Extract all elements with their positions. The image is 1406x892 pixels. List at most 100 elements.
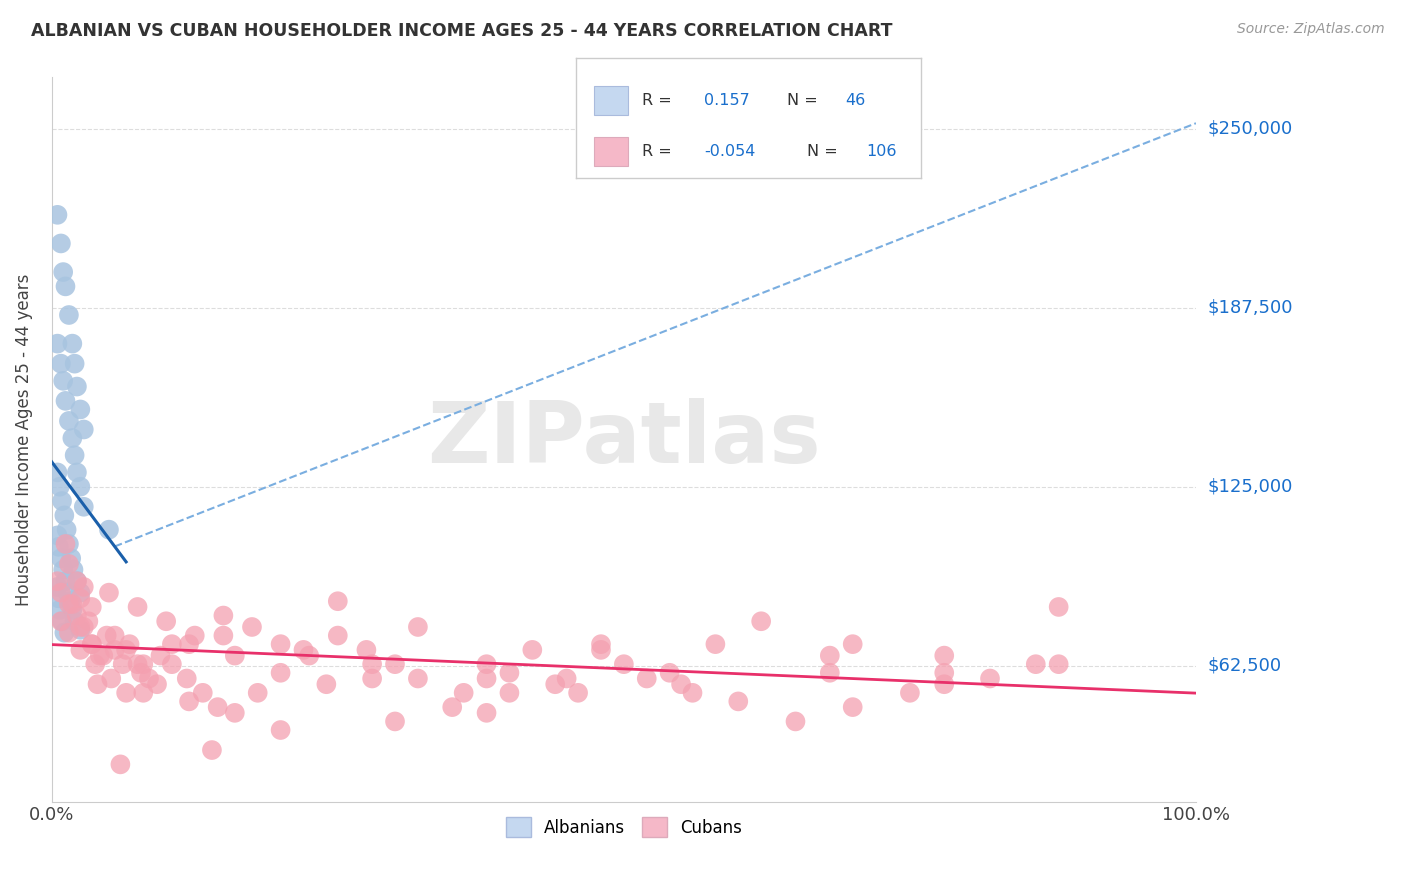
Point — [298, 648, 321, 663]
Point — [69, 585, 91, 599]
Point — [66, 379, 89, 393]
Point — [270, 637, 292, 651]
Point — [100, 672, 122, 686]
Point — [898, 686, 921, 700]
Point — [73, 620, 96, 634]
Point — [682, 686, 704, 700]
Point — [60, 431, 83, 445]
Point — [191, 686, 214, 700]
Point — [441, 700, 464, 714]
Point — [115, 686, 138, 700]
Point — [979, 672, 1001, 686]
Point — [589, 643, 612, 657]
Point — [201, 743, 224, 757]
Point — [240, 620, 263, 634]
Point — [841, 637, 863, 651]
Point — [89, 648, 111, 663]
Point — [132, 657, 155, 672]
Point — [270, 723, 292, 737]
Point — [567, 686, 589, 700]
Point — [66, 608, 89, 623]
Point — [149, 648, 172, 663]
Text: $62,500: $62,500 — [1208, 657, 1281, 674]
Point — [146, 677, 169, 691]
Point — [91, 648, 114, 663]
Point — [292, 643, 315, 657]
Point — [63, 614, 86, 628]
Point — [58, 414, 80, 428]
Text: R =: R = — [643, 93, 676, 108]
Point — [51, 494, 73, 508]
Point — [97, 523, 120, 537]
Point — [384, 714, 406, 729]
Point — [60, 603, 83, 617]
Point — [841, 700, 863, 714]
Point — [361, 657, 384, 672]
Point — [66, 466, 89, 480]
Point — [475, 657, 498, 672]
Y-axis label: Householder Income Ages 25 - 44 years: Householder Income Ages 25 - 44 years — [15, 273, 32, 606]
Point — [49, 236, 72, 251]
Point — [56, 585, 79, 599]
Point — [555, 672, 578, 686]
Point — [934, 648, 956, 663]
Point — [361, 672, 384, 686]
Point — [177, 637, 200, 651]
Point — [727, 694, 749, 708]
Point — [73, 500, 96, 514]
Point — [111, 657, 134, 672]
Point — [522, 643, 544, 657]
Point — [73, 422, 96, 436]
Point — [46, 466, 69, 480]
Point — [406, 620, 429, 634]
Point — [69, 402, 91, 417]
Text: -0.054: -0.054 — [704, 145, 755, 160]
Text: R =: R = — [643, 145, 676, 160]
Point — [453, 686, 475, 700]
Point — [207, 700, 229, 714]
Point — [59, 594, 82, 608]
Point — [224, 648, 246, 663]
Point — [55, 523, 77, 537]
Point — [63, 448, 86, 462]
Point — [104, 643, 127, 657]
Point — [475, 672, 498, 686]
Text: N =: N = — [807, 145, 844, 160]
Point — [69, 591, 91, 606]
Point — [406, 672, 429, 686]
Point — [1047, 657, 1070, 672]
Point — [356, 643, 378, 657]
Point — [53, 625, 76, 640]
Point — [49, 585, 72, 599]
Point — [77, 614, 100, 628]
Point — [62, 563, 84, 577]
Point — [246, 686, 269, 700]
Point — [69, 620, 91, 634]
Text: Source: ZipAtlas.com: Source: ZipAtlas.com — [1237, 22, 1385, 37]
Text: $187,500: $187,500 — [1208, 299, 1292, 317]
Point — [46, 574, 69, 589]
Point — [73, 580, 96, 594]
Point — [49, 480, 72, 494]
Point — [86, 677, 108, 691]
Bar — [593, 137, 628, 166]
Point — [60, 336, 83, 351]
Point — [818, 665, 841, 680]
Text: N =: N = — [786, 93, 823, 108]
Point — [636, 672, 658, 686]
Point — [669, 677, 692, 691]
Point — [224, 706, 246, 720]
Point — [129, 665, 152, 680]
Point — [46, 208, 69, 222]
Point — [55, 393, 77, 408]
Point — [55, 574, 77, 589]
Point — [498, 686, 520, 700]
Point — [58, 597, 80, 611]
Point — [132, 686, 155, 700]
Point — [212, 608, 235, 623]
Point — [1047, 599, 1070, 614]
Point — [49, 551, 72, 566]
Point — [49, 357, 72, 371]
Point — [96, 629, 118, 643]
Text: 46: 46 — [845, 93, 866, 108]
